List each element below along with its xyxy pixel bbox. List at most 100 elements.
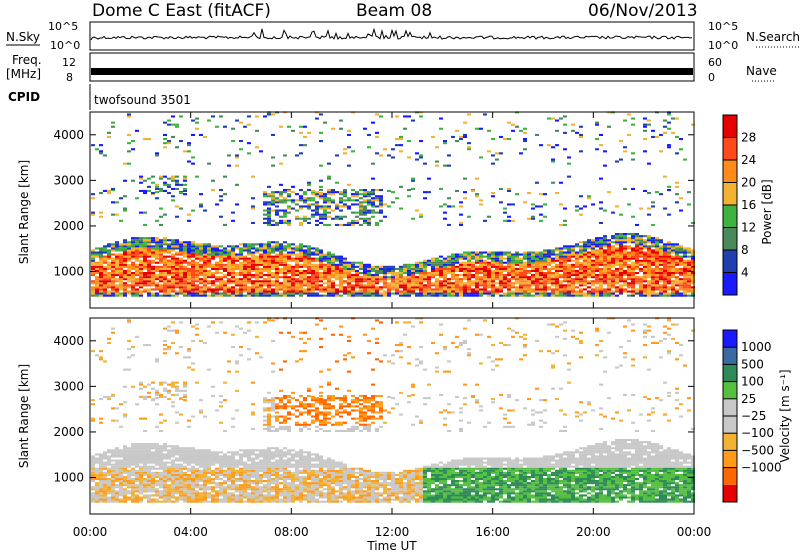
- velocity-cell: [195, 492, 199, 494]
- power-cell: [263, 291, 267, 293]
- power-cell: [187, 288, 191, 290]
- velocity-cell: [91, 466, 95, 468]
- power-cell: [123, 252, 127, 254]
- velocity-cell: [175, 486, 179, 488]
- power-cell: [179, 258, 183, 260]
- power-cell: [159, 260, 163, 262]
- power-cell: [327, 266, 331, 268]
- power-cell: [427, 260, 431, 262]
- power-cell: [607, 268, 611, 270]
- power-cell: [267, 266, 271, 268]
- power-cell: [131, 284, 135, 286]
- power-cell: [187, 268, 191, 270]
- power-cell: [659, 268, 663, 270]
- power-cell: [375, 280, 379, 282]
- power-cell: [579, 282, 583, 284]
- power-cell: [343, 266, 347, 268]
- velocity-cell: [175, 445, 179, 447]
- power-cell: [615, 235, 619, 237]
- power-cell: [431, 266, 435, 268]
- power-cell: [219, 189, 223, 191]
- velocity-cell: [135, 478, 139, 480]
- power-cell: [335, 284, 339, 286]
- power-cell: [127, 274, 131, 276]
- power-cell: [447, 264, 451, 266]
- power-cell: [567, 163, 571, 165]
- power-cell: [443, 293, 447, 295]
- power-cell: [219, 260, 223, 262]
- power-cell: [327, 197, 331, 199]
- power-cell: [307, 252, 311, 254]
- power-cell: [103, 274, 107, 276]
- power-cell: [187, 264, 191, 266]
- power-cell: [183, 176, 187, 178]
- power-cell: [319, 254, 323, 256]
- power-cell: [315, 278, 319, 280]
- power-cell: [283, 262, 287, 264]
- velocity-cell: [191, 497, 195, 499]
- power-cell: [139, 254, 143, 256]
- power-cell: [631, 124, 635, 126]
- power-cell: [295, 280, 299, 282]
- power-cell: [159, 247, 163, 249]
- velocity-cell: [199, 460, 203, 462]
- power-cell: [295, 272, 299, 274]
- power-cell: [471, 190, 475, 192]
- power-cell: [159, 239, 163, 241]
- power-cell: [259, 247, 263, 249]
- velocity-cell: [151, 486, 155, 488]
- power-cell: [467, 216, 471, 218]
- power-cell: [483, 276, 487, 278]
- power-cell: [351, 264, 355, 266]
- power-cell: [443, 286, 447, 288]
- power-cell: [355, 280, 359, 282]
- power-cell: [599, 286, 603, 288]
- power-cell: [391, 268, 395, 270]
- power-cell: [579, 136, 583, 138]
- power-cell: [355, 199, 359, 201]
- power-cell: [595, 239, 599, 241]
- power-cell: [523, 286, 527, 288]
- velocity-cell: [99, 480, 103, 482]
- power-cell: [491, 260, 495, 262]
- power-cell: [303, 245, 307, 247]
- power-cell: [95, 276, 99, 278]
- power-cell: [195, 252, 199, 254]
- power-cell: [427, 284, 431, 286]
- power-cell: [119, 258, 123, 260]
- power-cell: [547, 278, 551, 280]
- velocity-cell: [95, 482, 99, 484]
- power-cell: [271, 193, 275, 195]
- power-cell: [675, 282, 679, 284]
- velocity-cell: [91, 494, 95, 496]
- power-cell: [619, 239, 623, 241]
- power-cell: [267, 247, 271, 249]
- power-cell: [359, 208, 363, 210]
- power-cell: [275, 191, 279, 193]
- power-ylabel: Slant Range [km]: [17, 160, 31, 264]
- velocity-cell: [147, 458, 151, 460]
- power-cell: [339, 224, 343, 226]
- velocity-cell: [131, 458, 135, 460]
- power-cell: [627, 276, 631, 278]
- power-cell: [371, 286, 375, 288]
- power-cell: [147, 190, 151, 192]
- power-cell: [119, 220, 123, 222]
- velocity-cell: [179, 494, 183, 496]
- velocity-cell: [115, 464, 119, 466]
- power-cell: [539, 272, 543, 274]
- power-cell: [495, 262, 499, 264]
- velocity-cell: [171, 453, 175, 455]
- power-cell: [623, 291, 627, 293]
- power-cell: [343, 280, 347, 282]
- power-cell: [367, 201, 371, 203]
- power-cell: [475, 274, 479, 276]
- power-cell: [363, 295, 367, 297]
- power-cell: [135, 249, 139, 251]
- power-cell: [183, 295, 187, 297]
- velocity-cell: [131, 445, 135, 447]
- power-cell: [115, 268, 119, 270]
- power-cell: [483, 282, 487, 284]
- velocity-cell: [187, 367, 191, 369]
